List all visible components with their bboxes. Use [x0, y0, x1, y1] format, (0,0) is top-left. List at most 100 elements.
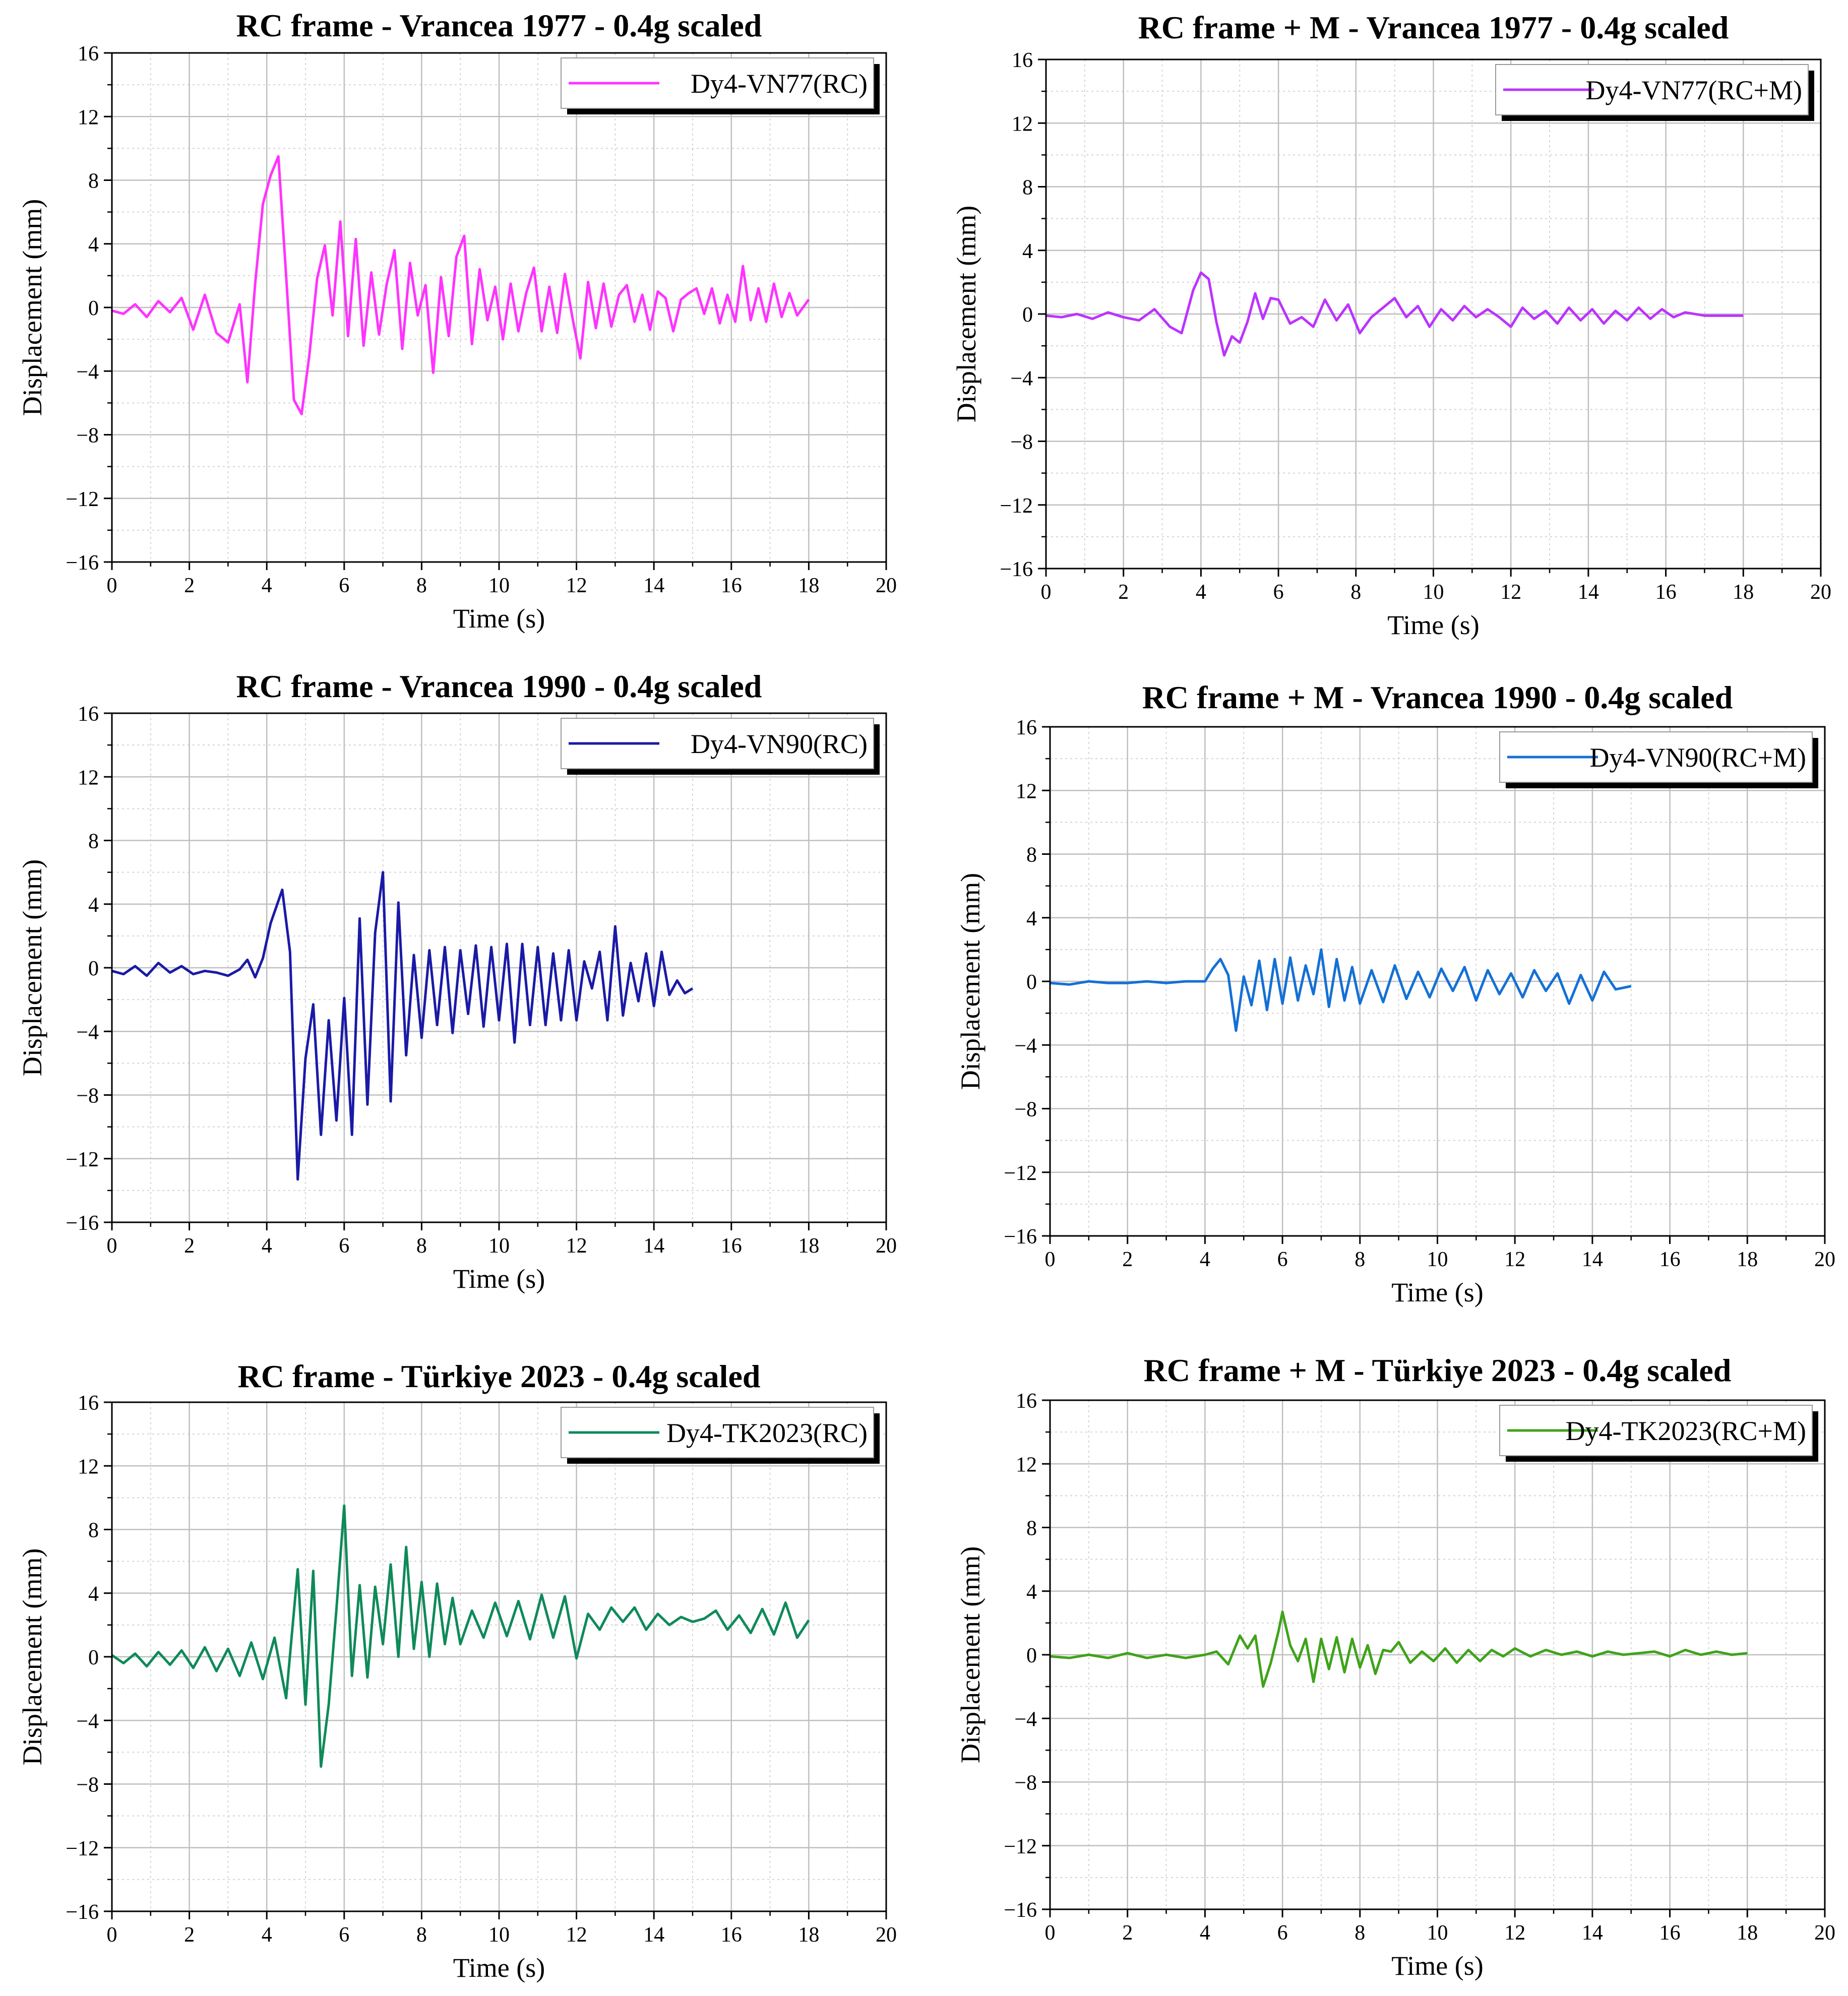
y-tick-label: 4: [1022, 240, 1033, 263]
chart-title: RC frame - Türkiye 2023 - 0.4g scaled: [238, 1358, 761, 1394]
x-tick-label: 20: [876, 574, 897, 597]
y-tick-label: 8: [1026, 844, 1037, 867]
y-tick-label: 4: [1026, 1581, 1037, 1604]
y-tick-label: −16: [66, 551, 99, 575]
y-tick-label: −4: [76, 1710, 99, 1733]
x-tick-label: 20: [1814, 1248, 1835, 1271]
x-tick-label: 4: [262, 1234, 272, 1258]
chart-panel-6: 0 2 4 6 8 10 12 14 16 18 20 −16 −12 −8 −4 0 4 8 12 16 RC fra…: [955, 1352, 1835, 1981]
x-tick-label: 14: [643, 1923, 664, 1947]
y-axis-label: Displacement (mm): [955, 1546, 985, 1763]
y-axis-label: Displacement (mm): [17, 199, 47, 416]
x-tick-label: 16: [721, 574, 742, 597]
y-tick-label: 12: [1012, 112, 1033, 136]
x-tick-label: 10: [488, 1234, 510, 1258]
x-tick-label: 14: [1582, 1248, 1603, 1271]
x-tick-label: 8: [1354, 1921, 1365, 1945]
x-tick-label: 4: [1200, 1921, 1210, 1945]
y-tick-label: −8: [76, 1774, 99, 1797]
y-tick-label: 8: [1026, 1517, 1037, 1540]
x-tick-label: 0: [107, 1234, 117, 1258]
y-tick-label: 0: [88, 297, 99, 320]
y-tick-label: 16: [78, 42, 99, 66]
x-tick-label: 10: [488, 1923, 510, 1947]
y-tick-label: −12: [66, 488, 99, 511]
x-tick-label: 6: [339, 574, 349, 597]
y-tick-label: −8: [76, 1085, 99, 1108]
y-tick-label: −16: [1004, 1225, 1037, 1249]
y-tick-label: 0: [88, 957, 99, 980]
chart-title: RC frame - Vrancea 1977 - 0.4g scaled: [236, 8, 762, 43]
x-tick-label: 0: [107, 1923, 117, 1947]
x-tick-label: 18: [798, 1923, 819, 1947]
x-tick-label: 18: [1737, 1248, 1758, 1271]
x-tick-label: 18: [798, 1234, 819, 1258]
y-tick-label: −4: [1014, 1034, 1037, 1057]
y-tick-label: 12: [78, 106, 99, 129]
y-tick-label: 4: [88, 894, 99, 917]
x-tick-label: 8: [416, 1923, 427, 1947]
x-tick-label: 12: [566, 1923, 587, 1947]
y-tick-label: 12: [1016, 1453, 1037, 1476]
y-tick-label: 8: [88, 170, 99, 193]
x-tick-label: 10: [1427, 1921, 1448, 1945]
y-tick-label: −4: [76, 1021, 99, 1044]
series-line-1: [1050, 948, 1632, 1032]
y-axis-label: Displacement (mm): [17, 1548, 47, 1765]
y-tick-label: 16: [78, 703, 99, 726]
x-tick-label: 10: [1427, 1248, 1448, 1271]
x-tick-label: 2: [184, 574, 195, 597]
y-tick-label: −12: [66, 1148, 99, 1171]
x-tick-label: 8: [1350, 581, 1361, 604]
chart-title: RC frame + M - Vrancea 1990 - 0.4g scale…: [1142, 679, 1733, 715]
legend-label: Dy4-VN77(RC): [691, 69, 868, 99]
y-tick-label: 16: [1012, 49, 1033, 72]
y-tick-label: −12: [66, 1837, 99, 1860]
y-tick-label: 0: [1022, 303, 1033, 327]
x-tick-label: 14: [643, 1234, 664, 1258]
x-tick-label: 10: [488, 574, 510, 597]
x-tick-label: 6: [339, 1234, 349, 1258]
legend-label: Dy4-VN77(RC+M): [1586, 75, 1802, 105]
x-tick-label: 0: [107, 574, 117, 597]
chart-title: RC frame - Vrancea 1990 - 0.4g scaled: [236, 668, 762, 704]
x-tick-label: 20: [1814, 1921, 1835, 1945]
x-tick-label: 20: [1810, 581, 1831, 604]
x-tick-label: 14: [643, 574, 664, 597]
x-tick-label: 6: [1277, 1921, 1288, 1945]
x-tick-label: 16: [721, 1234, 742, 1258]
x-tick-label: 2: [184, 1234, 195, 1258]
series-line-1: [111, 155, 810, 415]
x-tick-label: 6: [339, 1923, 349, 1947]
y-tick-label: −8: [76, 424, 99, 448]
x-tick-label: 2: [184, 1923, 195, 1947]
x-tick-label: 16: [1655, 581, 1677, 604]
y-tick-label: 0: [1026, 971, 1037, 994]
x-axis-label: Time (s): [1391, 1277, 1484, 1307]
x-tick-label: 2: [1122, 1921, 1133, 1945]
y-tick-label: −16: [1000, 558, 1033, 581]
y-tick-label: −8: [1014, 1098, 1037, 1121]
series-line-1: [111, 871, 694, 1181]
x-tick-label: 0: [1045, 1248, 1056, 1271]
series-line-1: [1045, 271, 1744, 357]
chart-panel-4: 0 2 4 6 8 10 12 14 16 18 20 −16 −12 −8 −4 0 4 8 12 16 RC fra…: [955, 679, 1835, 1307]
x-tick-label: 14: [1578, 581, 1599, 604]
chart-panel-2: 0 2 4 6 8 10 12 14 16 18 20 −16 −12 −8 −4 0 4 8 12 16 RC fra…: [951, 10, 1831, 640]
legend-label: Dy4-VN90(RC+M): [1590, 742, 1806, 773]
y-tick-label: 4: [88, 233, 99, 257]
x-tick-label: 18: [798, 574, 819, 597]
chart-panel-1: 0 2 4 6 8 10 12 14 16 18 20 −16 −12 −8 −4 0 4 8 12 16 RC fra…: [17, 8, 897, 634]
x-tick-label: 0: [1041, 581, 1052, 604]
y-tick-label: −8: [1010, 431, 1033, 454]
y-axis-label: Displacement (mm): [17, 859, 47, 1076]
chart-title: RC frame + M - Türkiye 2023 - 0.4g scale…: [1144, 1352, 1732, 1388]
y-tick-label: 8: [88, 1519, 99, 1542]
chart-title: RC frame + M - Vrancea 1977 - 0.4g scale…: [1138, 10, 1729, 45]
y-tick-label: −8: [1014, 1772, 1037, 1795]
y-tick-label: −4: [1010, 367, 1033, 390]
y-tick-label: 0: [88, 1646, 99, 1669]
x-tick-label: 8: [416, 1234, 427, 1258]
x-tick-label: 2: [1122, 1248, 1133, 1271]
